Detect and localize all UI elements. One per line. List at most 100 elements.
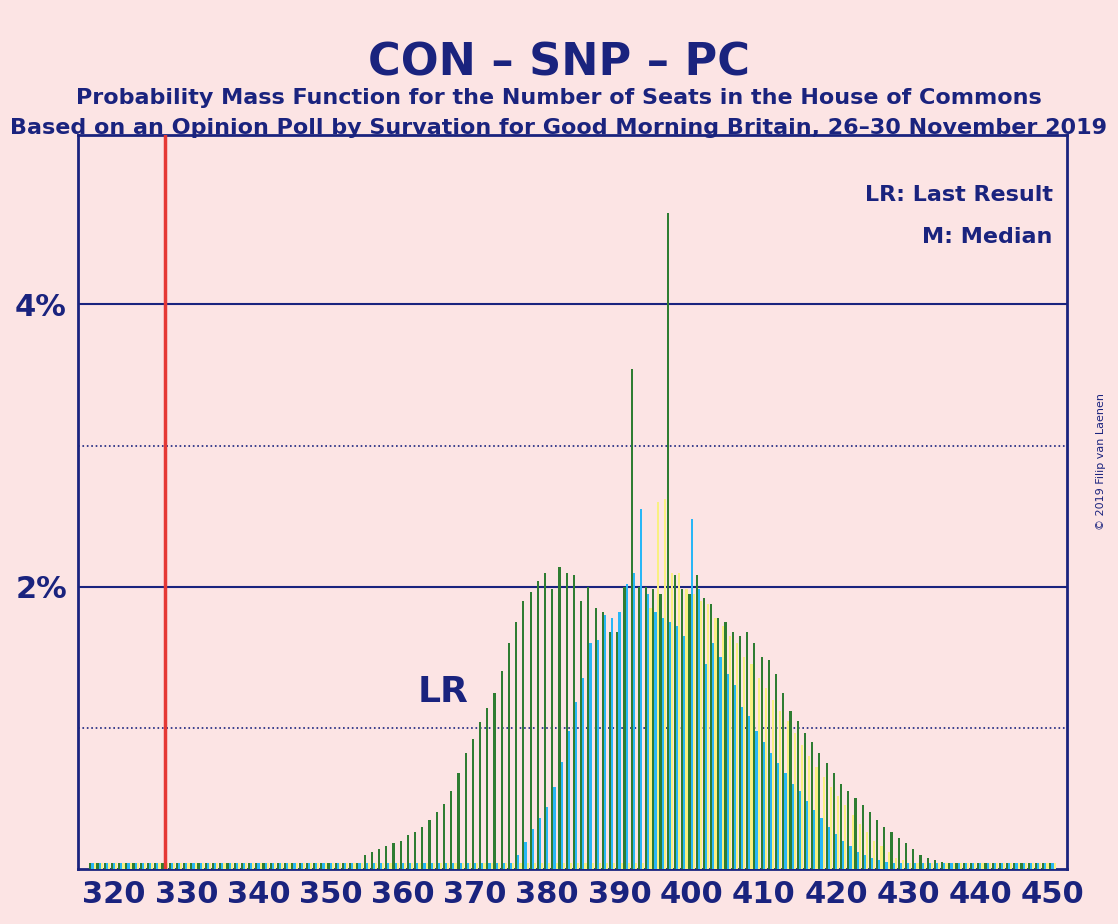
Bar <box>106 863 108 869</box>
Bar <box>92 863 94 869</box>
Bar <box>923 863 926 869</box>
Bar <box>295 863 297 869</box>
Bar <box>941 862 944 869</box>
Bar <box>664 499 666 869</box>
Bar <box>180 863 182 869</box>
Bar <box>486 708 489 869</box>
Bar <box>428 820 430 869</box>
Bar <box>524 842 527 869</box>
Bar <box>200 863 201 869</box>
Bar <box>953 863 955 869</box>
Bar <box>754 643 756 869</box>
Bar <box>970 863 972 869</box>
Bar <box>468 863 471 869</box>
Bar <box>363 855 366 869</box>
Bar <box>433 863 435 869</box>
Bar <box>380 863 382 869</box>
Bar <box>729 636 731 869</box>
Bar <box>318 863 320 869</box>
Text: © 2019 Filip van Laenen: © 2019 Filip van Laenen <box>1097 394 1106 530</box>
Bar <box>472 739 474 869</box>
Bar <box>98 863 101 869</box>
Text: Based on an Opinion Poll by Survation for Good Morning Britain, 26–30 November 2: Based on an Opinion Poll by Survation fo… <box>10 118 1108 139</box>
Bar <box>1053 863 1055 869</box>
Bar <box>366 863 368 869</box>
Bar <box>856 852 859 869</box>
Bar <box>404 863 406 869</box>
Bar <box>818 753 821 869</box>
Bar <box>585 863 587 869</box>
Bar <box>736 643 738 869</box>
Bar <box>633 573 635 869</box>
Bar <box>272 863 274 869</box>
Bar <box>462 863 464 869</box>
Bar <box>558 567 560 869</box>
Bar <box>654 612 656 869</box>
Bar <box>877 820 879 869</box>
Bar <box>695 576 698 869</box>
Bar <box>294 863 295 869</box>
Bar <box>399 841 401 869</box>
Bar <box>919 855 921 869</box>
Bar <box>909 863 911 869</box>
Bar <box>157 863 159 869</box>
Bar <box>936 863 938 869</box>
Bar <box>562 863 565 869</box>
Bar <box>724 622 727 869</box>
Bar <box>938 863 940 869</box>
Bar <box>530 592 532 869</box>
Bar <box>498 863 500 869</box>
Bar <box>489 863 491 869</box>
Bar <box>125 863 127 869</box>
Bar <box>842 841 844 869</box>
Bar <box>873 841 875 869</box>
Bar <box>178 863 180 869</box>
Bar <box>89 863 92 869</box>
Bar <box>570 863 572 869</box>
Bar <box>171 863 173 869</box>
Bar <box>1027 863 1030 869</box>
Bar <box>880 846 882 869</box>
Bar <box>921 863 923 869</box>
Bar <box>837 796 840 869</box>
Bar <box>140 863 142 869</box>
Bar <box>440 863 443 869</box>
Bar <box>334 863 337 869</box>
Bar <box>1030 863 1032 869</box>
Bar <box>770 753 773 869</box>
Bar <box>669 622 671 869</box>
Bar <box>639 509 642 869</box>
Bar <box>224 863 226 869</box>
Text: LR: Last Result: LR: Last Result <box>864 185 1052 204</box>
Bar <box>547 807 548 869</box>
Bar <box>357 863 359 869</box>
Bar <box>652 590 654 869</box>
Bar <box>474 863 476 869</box>
Bar <box>965 863 967 869</box>
Bar <box>240 863 243 869</box>
Bar <box>544 573 547 869</box>
Bar <box>572 576 575 869</box>
Bar <box>277 863 280 869</box>
Bar <box>149 863 151 869</box>
Bar <box>195 863 197 869</box>
Bar <box>705 664 707 869</box>
Bar <box>515 622 518 869</box>
Bar <box>844 806 846 869</box>
Bar <box>512 863 514 869</box>
Bar <box>765 688 767 869</box>
Bar <box>982 863 984 869</box>
Text: CON – SNP – PC: CON – SNP – PC <box>368 42 750 85</box>
Bar <box>459 863 462 869</box>
Bar <box>299 863 301 869</box>
Bar <box>612 618 614 869</box>
Bar <box>373 863 375 869</box>
Bar <box>339 863 341 869</box>
Bar <box>721 626 723 869</box>
Bar <box>115 863 117 869</box>
Bar <box>342 863 344 869</box>
Bar <box>614 863 615 869</box>
Bar <box>599 863 601 869</box>
Bar <box>337 863 339 869</box>
Bar <box>944 863 946 869</box>
